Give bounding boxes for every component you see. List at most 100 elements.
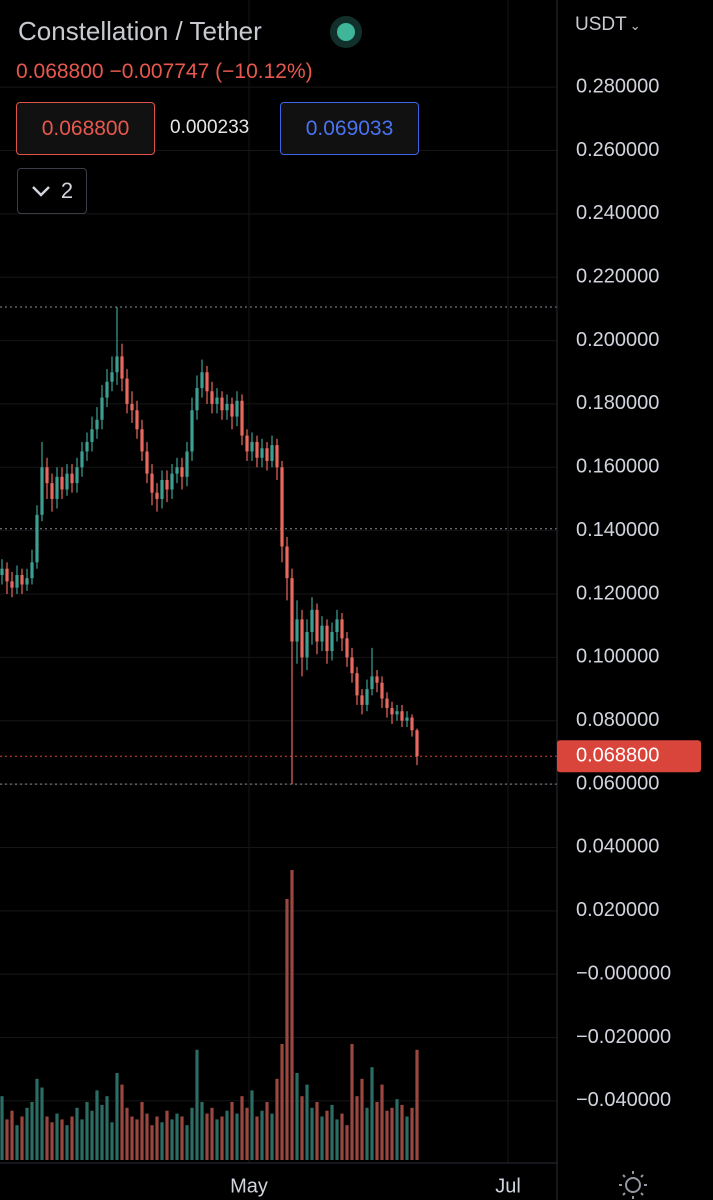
volume-bar bbox=[295, 1073, 299, 1160]
candle-body bbox=[365, 689, 369, 705]
volume-bar bbox=[75, 1107, 79, 1160]
y-tick-label: 0.220000 bbox=[576, 265, 659, 287]
volume-bar bbox=[10, 1110, 14, 1160]
volume-bar bbox=[90, 1110, 94, 1160]
volume-bar bbox=[165, 1110, 169, 1160]
candle-body bbox=[65, 473, 69, 490]
grid bbox=[0, 0, 557, 1163]
candle-body bbox=[40, 467, 44, 515]
volume-bar bbox=[125, 1107, 129, 1160]
candle-body bbox=[25, 578, 29, 585]
currency-selector[interactable]: USDT ⌄ bbox=[575, 14, 641, 35]
candle-body bbox=[225, 403, 229, 411]
volume-bar bbox=[45, 1116, 49, 1160]
candle-body bbox=[100, 397, 104, 420]
volume-bar bbox=[40, 1087, 44, 1160]
candle-body bbox=[90, 429, 94, 442]
y-tick-label: 0.140000 bbox=[576, 519, 659, 541]
candle-body bbox=[345, 638, 349, 658]
volume-bar bbox=[50, 1122, 54, 1160]
volume-bar bbox=[255, 1116, 259, 1160]
volume-bar bbox=[15, 1125, 19, 1160]
candle-body bbox=[250, 441, 254, 452]
candle-body bbox=[110, 372, 114, 382]
volume-bar bbox=[130, 1116, 134, 1160]
volume-bar bbox=[375, 1102, 379, 1160]
volume-bar bbox=[415, 1049, 419, 1160]
candle-body bbox=[355, 673, 359, 696]
volume-bar bbox=[160, 1122, 164, 1160]
y-tick-label: 0.180000 bbox=[576, 392, 659, 414]
indicator-count: 2 bbox=[60, 178, 74, 203]
currency: USDT bbox=[575, 14, 627, 35]
volume-bar bbox=[60, 1119, 64, 1160]
volume-bar bbox=[150, 1125, 154, 1160]
candle-body bbox=[55, 476, 59, 499]
volume-bar bbox=[120, 1084, 124, 1160]
candle-body bbox=[370, 676, 374, 690]
candle-body bbox=[390, 708, 394, 715]
candle-body bbox=[140, 429, 144, 452]
candle-body bbox=[320, 625, 324, 642]
buy-price[interactable]: 0.069033 bbox=[280, 102, 419, 155]
volume-bar bbox=[180, 1116, 184, 1160]
candle-body bbox=[310, 609, 314, 633]
volume-bar bbox=[385, 1110, 389, 1160]
volume-bar bbox=[310, 1107, 314, 1160]
candle-body bbox=[160, 479, 164, 499]
volume-bar bbox=[230, 1102, 234, 1160]
y-tick-label: −0.020000 bbox=[576, 1026, 671, 1048]
candle-body bbox=[60, 476, 64, 490]
volume-bar bbox=[360, 1078, 364, 1160]
volume-bar bbox=[355, 1096, 359, 1160]
candle-body bbox=[85, 441, 89, 452]
candle-body bbox=[195, 388, 199, 411]
volume-bar bbox=[330, 1104, 334, 1160]
last-price-label: 0.068800 bbox=[576, 745, 659, 767]
volume-bar bbox=[345, 1125, 349, 1160]
candle-body bbox=[120, 356, 124, 379]
candle-body bbox=[125, 378, 129, 404]
change-percent: (−10.12%) bbox=[215, 60, 313, 83]
candle-body bbox=[190, 410, 194, 452]
candle-body bbox=[300, 619, 304, 658]
candle-body bbox=[265, 448, 269, 461]
candle-body bbox=[235, 400, 239, 417]
candle-body bbox=[385, 698, 389, 709]
collapse-button[interactable]: 2 bbox=[17, 168, 87, 214]
y-tick-label: −0.040000 bbox=[576, 1089, 671, 1111]
settings-icon[interactable] bbox=[619, 1171, 647, 1199]
candle-body bbox=[275, 445, 279, 468]
volume-bar bbox=[95, 1090, 99, 1160]
chevron-icon bbox=[31, 186, 50, 197]
volume-bar bbox=[365, 1107, 369, 1160]
candle-body bbox=[15, 575, 19, 588]
volume-bar bbox=[85, 1102, 89, 1160]
symbol-title: Constellation / Tether bbox=[18, 16, 262, 46]
candle-body bbox=[35, 514, 39, 563]
volume-bar bbox=[65, 1125, 69, 1160]
volume-bar bbox=[285, 899, 289, 1160]
candle-body bbox=[280, 467, 284, 547]
candle-body bbox=[360, 695, 364, 705]
volume-bar bbox=[265, 1102, 269, 1160]
y-tick-label: −0.000000 bbox=[576, 962, 671, 984]
volume-bar bbox=[195, 1049, 199, 1160]
candle-body bbox=[185, 451, 189, 477]
candle-body bbox=[340, 619, 344, 639]
x-tick-label: Jul bbox=[495, 1175, 521, 1197]
volume-bar bbox=[20, 1116, 24, 1160]
volume-bar bbox=[280, 1044, 284, 1160]
volume-bar bbox=[170, 1119, 174, 1160]
volume-bar bbox=[390, 1107, 394, 1160]
sell-price[interactable]: 0.068800 bbox=[16, 102, 155, 155]
candle-body bbox=[295, 619, 299, 642]
volume-bar bbox=[35, 1078, 39, 1160]
y-tick-label: 0.100000 bbox=[576, 646, 659, 668]
candle-body bbox=[5, 568, 9, 582]
volume-bar bbox=[260, 1110, 264, 1160]
volume-bar bbox=[370, 1067, 374, 1160]
volume-bar bbox=[205, 1113, 209, 1160]
